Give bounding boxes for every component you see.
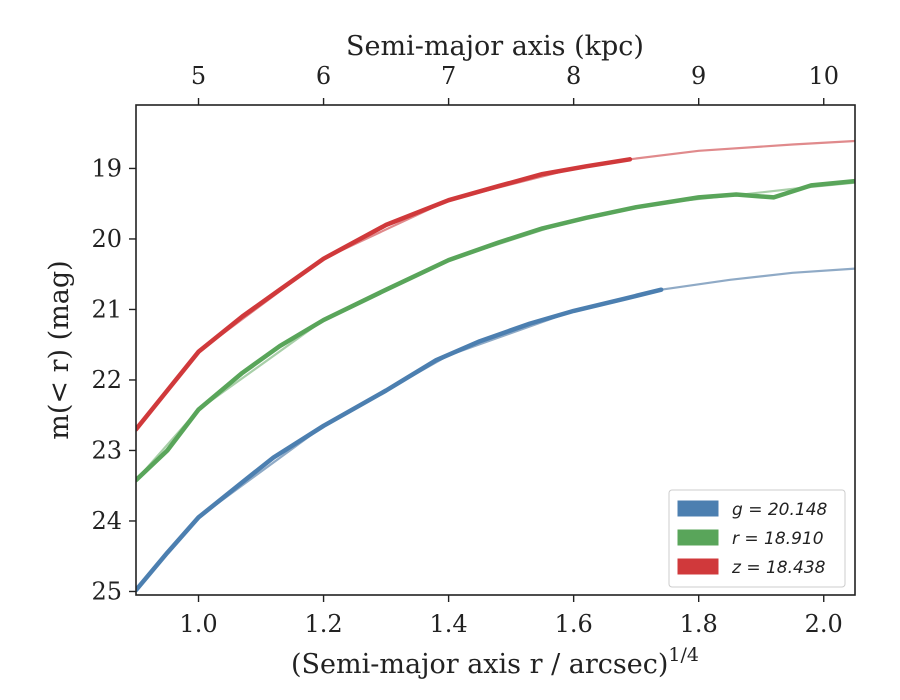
x-axis-title-main: (Semi-major axis r / arcsec) bbox=[291, 649, 668, 680]
y-tick-label: 19 bbox=[91, 154, 122, 182]
x-tick-label: 1.6 bbox=[555, 610, 593, 638]
legend-label-0: g = 20.148 bbox=[732, 500, 828, 520]
y-tick-label: 23 bbox=[91, 436, 122, 464]
legend-swatch-1 bbox=[677, 529, 719, 546]
y-axis-title: m(< r) (mag) bbox=[44, 260, 75, 439]
top-tick-label: 7 bbox=[441, 62, 456, 90]
ticks-layer: 1.0 1.2 1.4 1.6 1.8 2.0 5 6 7 8 9 10 19 20 21 22 23 24 25 bbox=[91, 62, 842, 638]
y-tick-label: 20 bbox=[91, 225, 122, 253]
legend-swatch-2 bbox=[677, 558, 719, 575]
x-tick-label: 1.0 bbox=[179, 610, 217, 638]
series-line-2 bbox=[136, 157, 633, 432]
series-layer bbox=[136, 139, 855, 593]
y-tick-label: 21 bbox=[91, 295, 122, 323]
series-line-1 bbox=[136, 178, 855, 483]
series-line-0 bbox=[136, 287, 664, 593]
top-tick-label: 6 bbox=[316, 62, 331, 90]
legend-swatch-0 bbox=[677, 500, 719, 517]
top-axis-title: Semi-major axis (kpc) bbox=[346, 31, 644, 62]
y-tick-label: 22 bbox=[91, 366, 122, 394]
top-tick-label: 10 bbox=[808, 62, 839, 90]
x-tick-label: 1.4 bbox=[430, 610, 468, 638]
x-axis-title: (Semi-major axis r / arcsec)1/4 bbox=[291, 644, 699, 680]
x-tick-label: 2.0 bbox=[805, 610, 843, 638]
legend-label-2: z = 18.438 bbox=[731, 558, 826, 578]
legend: g = 20.148 r = 18.910 z = 18.438 bbox=[668, 489, 846, 588]
series-fit-1 bbox=[136, 181, 855, 481]
x-tick-label: 1.8 bbox=[680, 610, 718, 638]
plot-frame bbox=[135, 104, 856, 596]
series-fit-2 bbox=[136, 139, 855, 430]
y-tick-label: 25 bbox=[91, 577, 122, 605]
x-axis-title-sup: 1/4 bbox=[668, 644, 699, 666]
top-tick-label: 5 bbox=[191, 62, 206, 90]
y-tick-label: 24 bbox=[91, 507, 122, 535]
top-tick-label: 9 bbox=[691, 62, 706, 90]
legend-label-1: r = 18.910 bbox=[732, 529, 824, 549]
top-tick-label: 8 bbox=[566, 62, 581, 90]
x-tick-label: 1.2 bbox=[304, 610, 342, 638]
